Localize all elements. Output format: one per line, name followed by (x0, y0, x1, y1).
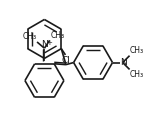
Text: N: N (41, 40, 48, 49)
Text: CH₃: CH₃ (130, 70, 144, 79)
Text: N: N (121, 58, 127, 67)
Text: CH₃: CH₃ (22, 32, 36, 41)
Text: +: + (46, 40, 52, 46)
Text: CH₃: CH₃ (50, 31, 64, 40)
Text: CH₃: CH₃ (130, 46, 144, 55)
Text: Cl: Cl (61, 56, 70, 65)
